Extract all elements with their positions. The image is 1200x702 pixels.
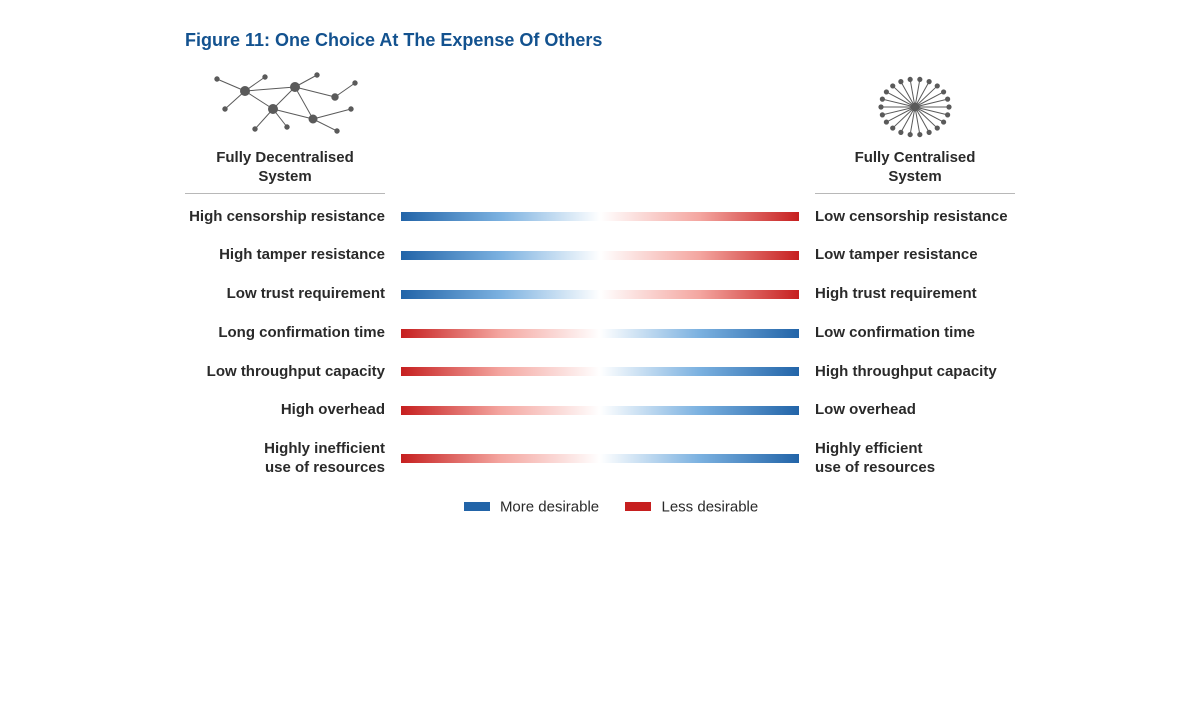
comparison-row: High censorship resistance Low censorship… <box>185 208 1015 227</box>
gradient-bar-wrap <box>391 212 809 221</box>
comparison-row: Long confirmation time Low confirmation t… <box>185 324 1015 343</box>
gradient-bar-wrap <box>391 454 809 463</box>
gradient-bar <box>401 290 799 299</box>
row-left-label: Highly inefficientuse of resources <box>185 440 391 478</box>
gradient-bar <box>401 367 799 376</box>
centralised-network-icon <box>845 69 985 145</box>
decentralised-network-icon <box>205 69 365 145</box>
left-system-label: Fully Decentralised System <box>185 149 385 194</box>
row-right-label: High throughput capacity <box>809 363 1015 382</box>
row-left-label: High overhead <box>185 401 391 420</box>
row-left-label: High censorship resistance <box>185 208 391 227</box>
left-system-header: Fully Decentralised System <box>185 69 385 194</box>
right-system-label-line2: System <box>888 168 941 185</box>
legend: More desirable Less desirable <box>185 498 1015 516</box>
comparison-row: Low trust requirement High trust requirem… <box>185 285 1015 304</box>
right-system-label: Fully Centralised System <box>815 149 1015 194</box>
figure-title: Figure 11: One Choice At The Expense Of … <box>185 30 1015 51</box>
left-system-label-line1: Fully Decentralised <box>216 149 354 166</box>
gradient-bar <box>401 251 799 260</box>
comparison-rows: High censorship resistance Low censorship… <box>185 208 1015 478</box>
gradient-bar-wrap <box>391 406 809 415</box>
right-system-label-line1: Fully Centralised <box>855 149 976 166</box>
row-right-label: Low overhead <box>809 401 1015 420</box>
row-left-label: High tamper resistance <box>185 246 391 265</box>
gradient-bar <box>401 212 799 221</box>
legend-label-more: More desirable <box>500 498 599 515</box>
row-right-label: Low censorship resistance <box>809 208 1015 227</box>
figure-container: Figure 11: One Choice At The Expense Of … <box>0 0 1200 702</box>
legend-swatch-more <box>464 502 490 511</box>
row-left-label: Low trust requirement <box>185 285 391 304</box>
left-system-label-line2: System <box>258 168 311 185</box>
right-system-header: Fully Centralised System <box>815 69 1015 194</box>
legend-label-less: Less desirable <box>662 498 759 515</box>
gradient-bar-wrap <box>391 251 809 260</box>
row-left-label: Long confirmation time <box>185 324 391 343</box>
comparison-row: Highly inefficientuse of resources Highly… <box>185 440 1015 478</box>
row-right-label: Low tamper resistance <box>809 246 1015 265</box>
row-right-label: Highly efficientuse of resources <box>809 440 1015 478</box>
row-right-label: High trust requirement <box>809 285 1015 304</box>
gradient-bar-wrap <box>391 290 809 299</box>
comparison-row: Low throughput capacity High throughput c… <box>185 363 1015 382</box>
row-right-label: Low confirmation time <box>809 324 1015 343</box>
comparison-row: High tamper resistance Low tamper resista… <box>185 246 1015 265</box>
legend-swatch-less <box>625 502 651 511</box>
gradient-bar <box>401 406 799 415</box>
row-left-label: Low throughput capacity <box>185 363 391 382</box>
gradient-bar-wrap <box>391 329 809 338</box>
comparison-row: High overhead Low overhead <box>185 401 1015 420</box>
gradient-bar <box>401 454 799 463</box>
gradient-bar-wrap <box>391 367 809 376</box>
systems-header-row: Fully Decentralised System Fully Central… <box>185 69 1015 194</box>
gradient-bar <box>401 329 799 338</box>
